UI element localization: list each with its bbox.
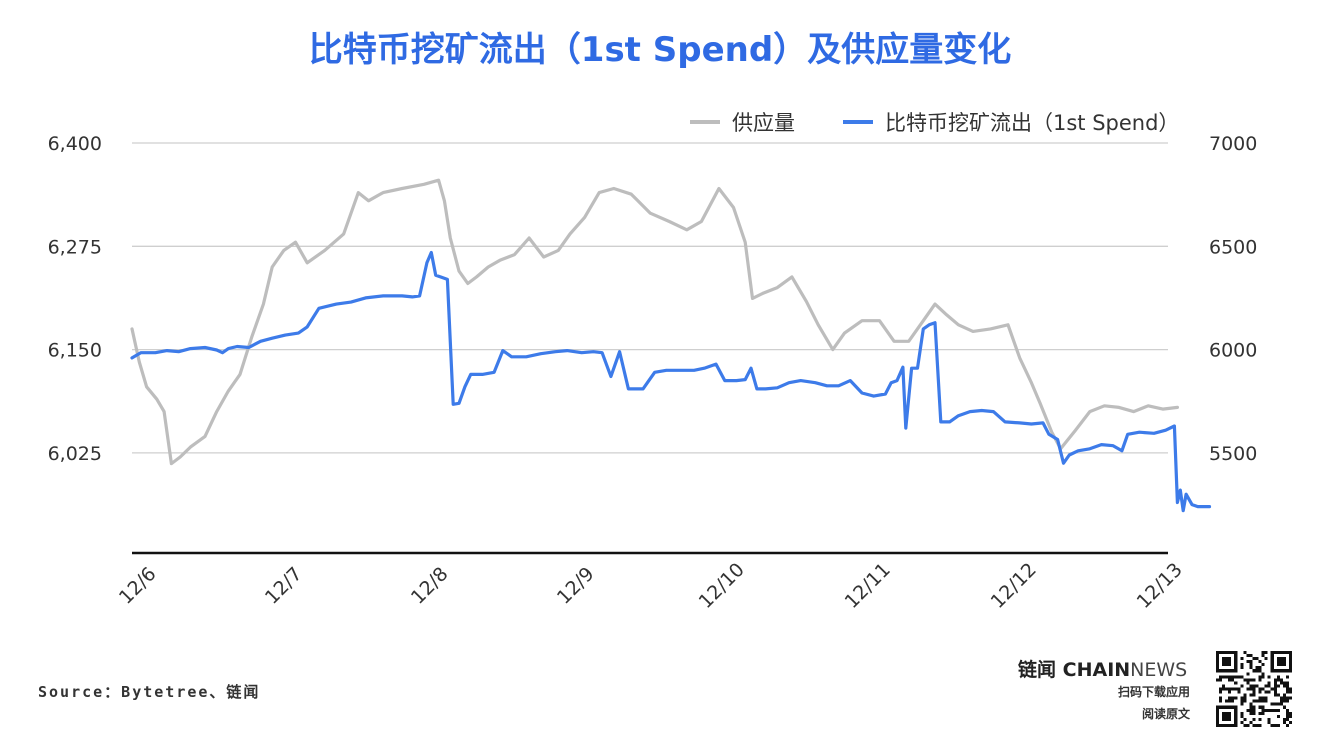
x-tick-label: 12/12 (987, 559, 1041, 613)
legend-label: 供应量 (732, 111, 795, 135)
x-tick-label: 12/7 (261, 563, 307, 609)
legend-label: 比特币挖矿流出（1st Spend） (885, 111, 1179, 135)
x-tick-label: 12/11 (841, 559, 895, 613)
series-line-supply (130, 178, 1179, 466)
y-right-tick-label: 6000 (1209, 340, 1257, 362)
y-left-tick-label: 6,400 (48, 133, 102, 155)
x-tick-label: 12/6 (115, 563, 161, 609)
brand-name-en-bold: CHAIN (1062, 659, 1131, 681)
y-right-tick-label: 6500 (1209, 236, 1257, 258)
series-line-miner-outflow (130, 250, 1212, 513)
brand-slogan-1: 扫码下载应用 (1117, 685, 1190, 699)
y-right-tick-label: 7000 (1209, 133, 1257, 155)
y-right-tick-label: 5500 (1209, 443, 1257, 465)
x-tick-label: 12/9 (553, 563, 599, 609)
x-tick-label: 12/8 (407, 563, 453, 609)
brand-name-en-light: NEWS (1130, 659, 1188, 681)
brand-logo: 链闻 CHAINNEWS (1018, 655, 1187, 682)
y-left-tick-label: 6,275 (48, 236, 102, 258)
qr-code-icon (1216, 651, 1292, 727)
y-left-tick-label: 6,025 (48, 443, 102, 465)
source-note: Source：Bytetree、链闻 (38, 683, 261, 701)
brand-slogan-2: 阅读原文 (1141, 707, 1190, 721)
x-tick-label: 12/13 (1133, 559, 1187, 613)
x-tick-label: 12/10 (695, 559, 749, 613)
chart-title: 比特币挖矿流出（1st Spend）及供应量变化 (308, 30, 1012, 70)
brand-name-cn: 链闻 (1018, 659, 1057, 681)
y-left-tick-label: 6,150 (48, 340, 102, 362)
